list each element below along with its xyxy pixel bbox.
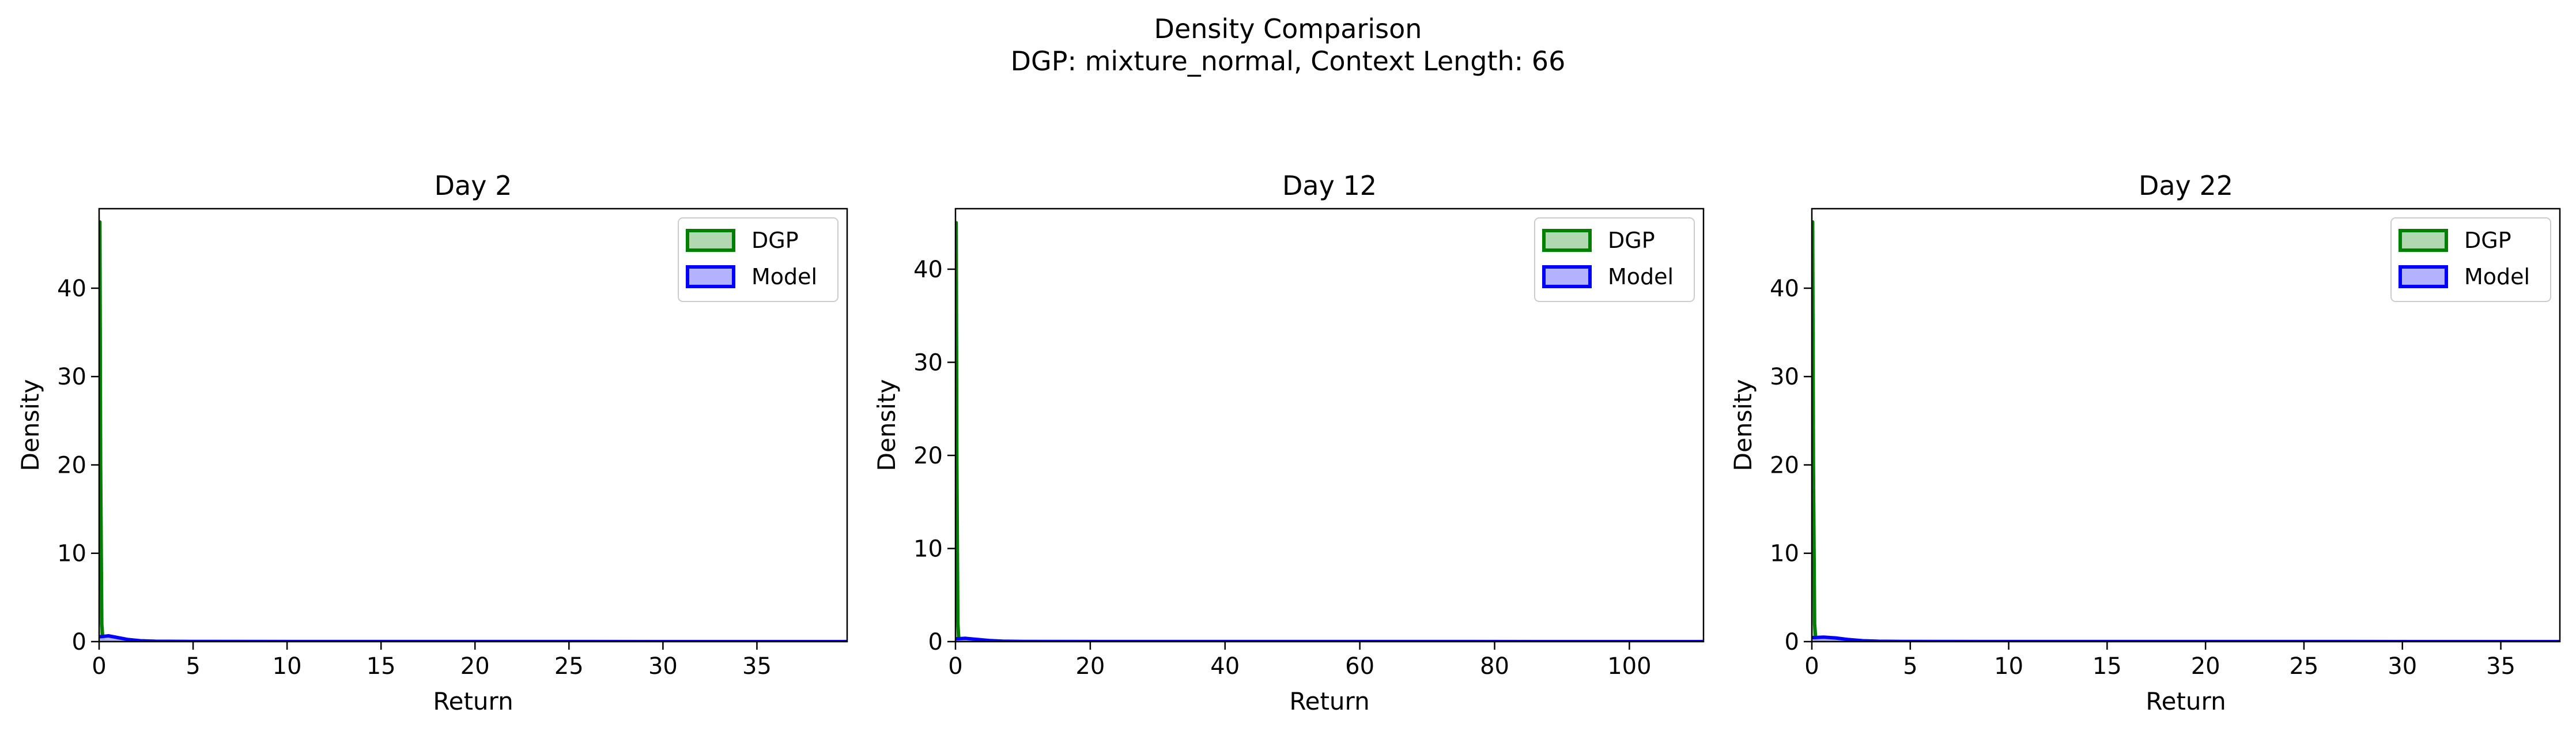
x-tick-label: 80 (1480, 653, 1509, 680)
model-density-line (99, 634, 847, 642)
x-tick-label: 5 (186, 653, 200, 680)
legend: DGP Model (678, 217, 838, 302)
y-tick-label: 10 (913, 536, 943, 562)
y-tick-label: 40 (913, 257, 943, 283)
y-tick-label: 20 (57, 452, 86, 478)
x-tick-label: 25 (554, 653, 584, 680)
density-panel-3: Day 22 0 5 10 15 20 25 30 35 0 10 20 30 40 Return Densi… (1729, 170, 2561, 715)
y-axis-label: Density (1729, 379, 1757, 472)
legend-swatch-model (686, 265, 735, 288)
axes-frame (954, 208, 1705, 643)
legend-swatch-model (2399, 265, 2448, 288)
x-tick-label: 15 (367, 653, 396, 680)
legend-swatch-dgp (686, 229, 735, 252)
x-axis-label: Return (2146, 687, 2226, 715)
x-axis-label: Return (433, 687, 513, 715)
figure-title-line-2: DGP: mixture_normal, Context Length: 66 (1010, 46, 1566, 77)
legend-label-model: Model (751, 264, 817, 289)
legend-label-model: Model (1608, 264, 1674, 289)
x-tick-label: 40 (1210, 653, 1240, 680)
y-tick-label: 40 (1770, 276, 1799, 302)
legend-label-model: Model (2464, 264, 2530, 289)
y-axis-label: Density (16, 379, 44, 472)
y-tick-label: 30 (57, 364, 86, 390)
panel-title: Day 22 (2139, 170, 2233, 201)
dgp-density-line (1812, 220, 2560, 642)
density-panel-1: Day 2 0 5 10 15 20 25 30 35 0 10 20 30 40 Return Densit… (16, 170, 848, 715)
legend-label-dgp: DGP (1608, 228, 1655, 253)
legend-label-dgp: DGP (751, 228, 799, 253)
x-tick-label: 60 (1345, 653, 1374, 680)
axes-frame (98, 208, 848, 643)
density-panel-2: Day 12 0 20 40 60 80 100 0 10 20 30 40 Return Density… (872, 170, 1705, 715)
x-tick-label: 100 (1607, 653, 1651, 680)
x-tick-label: 30 (2388, 653, 2417, 680)
y-tick-label: 30 (1770, 364, 1799, 390)
y-tick-label: 10 (57, 541, 86, 567)
x-tick-label: 0 (92, 653, 106, 680)
x-tick-label: 20 (2191, 653, 2220, 680)
y-tick-label: 0 (1785, 629, 1799, 655)
legend-label-dgp: DGP (2464, 228, 2511, 253)
x-tick-label: 0 (1804, 653, 1819, 680)
x-tick-label: 30 (648, 653, 678, 680)
x-tick-label: 25 (2289, 653, 2318, 680)
x-tick-label: 10 (273, 653, 302, 680)
y-tick-label: 10 (1770, 541, 1799, 567)
y-tick-label: 20 (913, 443, 943, 469)
y-tick-label: 20 (1770, 452, 1799, 478)
x-tick-label: 35 (2486, 653, 2515, 680)
y-tick-label: 40 (57, 276, 86, 302)
x-tick-label: 0 (948, 653, 962, 680)
x-tick-label: 20 (1075, 653, 1105, 680)
x-tick-label: 20 (460, 653, 490, 680)
panel-title: Day 12 (1282, 170, 1377, 201)
y-tick-label: 0 (928, 629, 943, 655)
x-axis-label: Return (1289, 687, 1369, 715)
legend-swatch-dgp (1542, 229, 1592, 252)
legend: DGP Model (2390, 217, 2551, 302)
panel-title: Day 2 (435, 170, 512, 201)
y-tick-label: 30 (913, 349, 943, 376)
x-tick-label: 15 (2092, 653, 2122, 680)
y-tick-label: 0 (72, 629, 86, 655)
x-tick-label: 35 (742, 653, 772, 680)
legend-swatch-model (1542, 265, 1592, 288)
axes-frame (1811, 208, 2561, 643)
dgp-density-line (99, 220, 847, 642)
x-tick-label: 10 (1994, 653, 2023, 680)
x-tick-label: 5 (1903, 653, 1917, 680)
figure-title: Density Comparison DGP: mixture_normal, … (0, 13, 2576, 77)
legend-swatch-dgp (2399, 229, 2448, 252)
y-axis-label: Density (872, 379, 901, 472)
figure-title-line-1: Density Comparison (1154, 13, 1422, 44)
legend: DGP Model (1534, 217, 1695, 302)
